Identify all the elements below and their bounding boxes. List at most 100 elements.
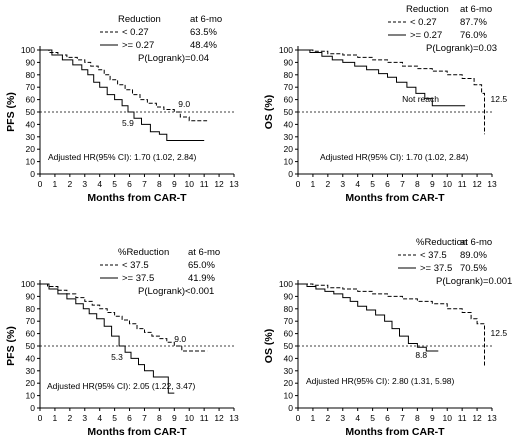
legend-series-rate: 65.0% — [188, 260, 215, 271]
y-tick-label: 80 — [284, 304, 294, 314]
legend-series-name: < 37.5 — [122, 260, 149, 271]
hazard-ratio-text: Adjusted HR(95% CI): 2.80 (1.31, 5.98) — [306, 376, 455, 386]
y-tick-label: 60 — [284, 329, 294, 339]
x-tick-label: 5 — [370, 179, 375, 189]
x-tick-label: 3 — [82, 413, 87, 423]
legend-header-value: at 6-mo — [460, 237, 492, 248]
median-annotation: 8.8 — [415, 350, 427, 360]
km-curve-solid — [298, 49, 466, 107]
x-tick-label: 3 — [340, 179, 345, 189]
median-annotation: 12.5 — [491, 94, 508, 104]
y-tick-label: 80 — [284, 70, 294, 80]
x-tick-label: 12 — [472, 179, 482, 189]
x-tick-label: 1 — [311, 179, 316, 189]
legend-series-name: >= 0.27 — [122, 40, 154, 51]
x-tick-label: 7 — [400, 413, 405, 423]
y-tick-label: 100 — [21, 45, 35, 55]
x-tick-label: 12 — [214, 179, 224, 189]
hazard-ratio-text: Adjusted HR(95% CI): 2.05 (1.22, 3.47) — [47, 381, 196, 391]
y-tick-label: 90 — [26, 291, 36, 301]
x-tick-label: 5 — [112, 413, 117, 423]
y-tick-label: 0 — [288, 169, 293, 179]
y-tick-label: 60 — [26, 329, 36, 339]
y-tick-label: 10 — [284, 391, 294, 401]
y-tick-label: 70 — [284, 316, 294, 326]
logrank-pvalue: P(Logrank)=0.03 — [426, 43, 497, 54]
x-tick-label: 2 — [325, 413, 330, 423]
x-tick-label: 13 — [229, 413, 239, 423]
x-tick-label: 9 — [172, 179, 177, 189]
y-axis-label: OS (%) — [263, 95, 275, 129]
median-annotation: 5.9 — [122, 118, 134, 128]
y-tick-label: 30 — [26, 366, 36, 376]
median-annotation: 5.3 — [111, 352, 123, 362]
km-curve-solid — [298, 283, 439, 352]
y-tick-label: 50 — [284, 341, 294, 351]
y-tick-label: 100 — [279, 45, 293, 55]
legend-series-rate: 63.5% — [190, 27, 217, 38]
x-tick-label: 13 — [487, 179, 497, 189]
y-tick-label: 20 — [284, 378, 294, 388]
x-tick-label: 13 — [229, 179, 239, 189]
y-tick-label: 100 — [279, 279, 293, 289]
legend-header-value: at 6-mo — [188, 247, 220, 258]
x-tick-label: 0 — [38, 413, 43, 423]
legend-header-value: at 6-mo — [460, 4, 492, 15]
x-tick-label: 10 — [442, 179, 452, 189]
y-tick-label: 0 — [288, 403, 293, 413]
x-tick-label: 1 — [311, 413, 316, 423]
x-tick-label: 11 — [200, 179, 209, 189]
y-tick-label: 60 — [284, 95, 294, 105]
y-tick-label: 50 — [26, 107, 36, 117]
x-tick-label: 8 — [157, 179, 162, 189]
legend-series-rate: 89.0% — [460, 250, 487, 261]
legend-series-rate: 70.5% — [460, 263, 487, 274]
legend-series-name: >= 37.5 — [420, 263, 452, 274]
y-axis-label: PFS (%) — [5, 92, 17, 132]
legend-series-rate: 76.0% — [460, 30, 487, 41]
km-curve-dashed — [40, 49, 208, 122]
y-tick-label: 30 — [284, 132, 294, 142]
y-tick-label: 40 — [26, 119, 36, 129]
x-tick-label: 5 — [370, 413, 375, 423]
x-tick-label: 13 — [487, 413, 497, 423]
legend-series-name: >= 0.27 — [410, 30, 442, 41]
km-curve-dashed — [40, 283, 208, 352]
y-axis-label: PFS (%) — [5, 326, 17, 366]
legend-series-name: < 37.5 — [420, 250, 447, 261]
legend-series-rate: 87.7% — [460, 17, 487, 28]
x-axis-label: Months from CAR-T — [87, 426, 187, 438]
y-tick-label: 100 — [21, 279, 35, 289]
legend-series-name: < 0.27 — [122, 27, 149, 38]
legend-series-name: < 0.27 — [410, 17, 437, 28]
x-tick-label: 6 — [385, 413, 390, 423]
x-tick-label: 0 — [296, 179, 301, 189]
x-tick-label: 7 — [400, 179, 405, 189]
y-tick-label: 10 — [26, 391, 36, 401]
x-tick-label: 10 — [442, 413, 452, 423]
x-tick-label: 8 — [415, 179, 420, 189]
legend-header-group: %Reduction — [416, 237, 467, 248]
hazard-ratio-text: Adjusted HR(95% CI): 1.70 (1.02, 2.84) — [48, 152, 197, 162]
legend-header-group: Reduction — [118, 14, 161, 25]
x-tick-label: 4 — [355, 413, 360, 423]
x-tick-label: 9 — [172, 413, 177, 423]
x-tick-label: 4 — [97, 179, 102, 189]
x-tick-label: 6 — [385, 179, 390, 189]
median-annotation: Not reach — [402, 94, 439, 104]
x-tick-label: 2 — [67, 413, 72, 423]
y-tick-label: 20 — [284, 144, 294, 154]
x-tick-label: 2 — [325, 179, 330, 189]
x-tick-label: 3 — [82, 179, 87, 189]
median-annotation: 12.5 — [491, 328, 508, 338]
median-annotation: 9.0 — [178, 99, 190, 109]
x-tick-label: 7 — [142, 413, 147, 423]
x-tick-label: 12 — [472, 413, 482, 423]
legend-header-group: %Reduction — [118, 247, 169, 258]
x-tick-label: 8 — [157, 413, 162, 423]
x-axis-label: Months from CAR-T — [345, 426, 445, 438]
x-tick-label: 5 — [112, 179, 117, 189]
legend-header-value: at 6-mo — [190, 14, 222, 25]
